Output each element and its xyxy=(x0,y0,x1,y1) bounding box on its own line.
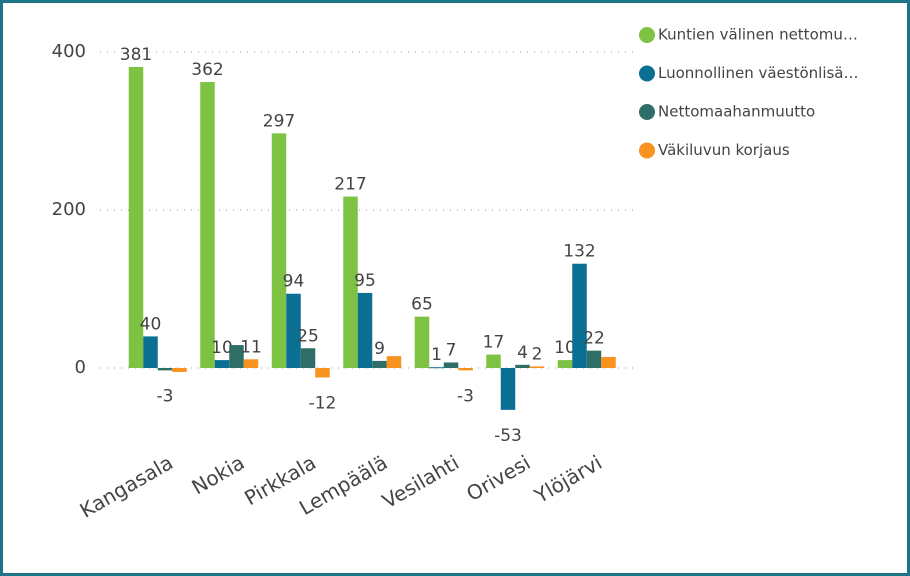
legend-label: Nettomaahanmuutto xyxy=(658,103,815,121)
data-label: 1 xyxy=(431,345,442,365)
bar xyxy=(200,82,215,369)
legend-marker xyxy=(639,142,655,159)
bar xyxy=(500,368,516,410)
data-label: 40 xyxy=(140,314,162,334)
bar xyxy=(386,356,402,368)
data-label: 297 xyxy=(263,111,295,131)
bar xyxy=(172,368,187,372)
legend-marker xyxy=(639,65,655,82)
data-label: 22 xyxy=(583,329,605,349)
y-tick-label: 400 xyxy=(52,41,86,62)
bar xyxy=(572,263,587,368)
data-label: 381 xyxy=(120,45,152,65)
bar xyxy=(586,350,602,368)
legend-marker xyxy=(639,104,655,120)
bar xyxy=(214,360,230,368)
bar xyxy=(515,364,530,368)
bar xyxy=(443,362,459,368)
data-label: -3 xyxy=(157,386,174,406)
bar xyxy=(157,368,173,371)
data-label: 95 xyxy=(354,271,376,291)
bar xyxy=(143,336,158,368)
data-label: 10 xyxy=(554,338,576,358)
y-tick-label: 200 xyxy=(52,199,86,220)
bar xyxy=(229,345,244,368)
data-label: 11 xyxy=(240,337,262,357)
legend-marker xyxy=(639,27,655,43)
data-label: -53 xyxy=(494,426,522,446)
data-label: 132 xyxy=(563,242,595,262)
legend-label: Kuntien välinen nettomu… xyxy=(658,26,858,44)
bar xyxy=(128,67,144,368)
data-label: 10 xyxy=(211,338,233,358)
legend-label: Väkiluvun korjaus xyxy=(658,141,790,159)
data-label: 94 xyxy=(283,272,305,292)
bar xyxy=(357,292,373,368)
bar xyxy=(601,356,616,368)
y-tick-label: 0 xyxy=(75,357,86,378)
bar xyxy=(300,348,316,368)
data-label: 7 xyxy=(446,340,457,360)
data-label: 362 xyxy=(191,60,223,80)
data-label: 9 xyxy=(374,339,385,359)
bar xyxy=(315,368,330,378)
data-label: 4 xyxy=(517,343,528,363)
data-label: 217 xyxy=(334,175,366,195)
bar xyxy=(486,354,501,368)
bar xyxy=(343,196,358,368)
legend-label: Luonnollinen väestönlisä… xyxy=(658,64,859,82)
data-label: -3 xyxy=(457,386,474,406)
data-label: 17 xyxy=(483,333,505,353)
data-label: 25 xyxy=(297,326,319,346)
bar xyxy=(529,366,545,368)
bar xyxy=(372,360,387,368)
bar xyxy=(286,293,301,368)
data-label: 2 xyxy=(532,344,543,364)
bar xyxy=(243,359,259,368)
data-label: -12 xyxy=(309,393,337,413)
bar xyxy=(271,133,287,368)
bar xyxy=(557,360,573,368)
bar xyxy=(458,368,473,371)
bar xyxy=(429,367,444,369)
bar xyxy=(414,316,430,368)
data-label: 65 xyxy=(411,295,433,315)
